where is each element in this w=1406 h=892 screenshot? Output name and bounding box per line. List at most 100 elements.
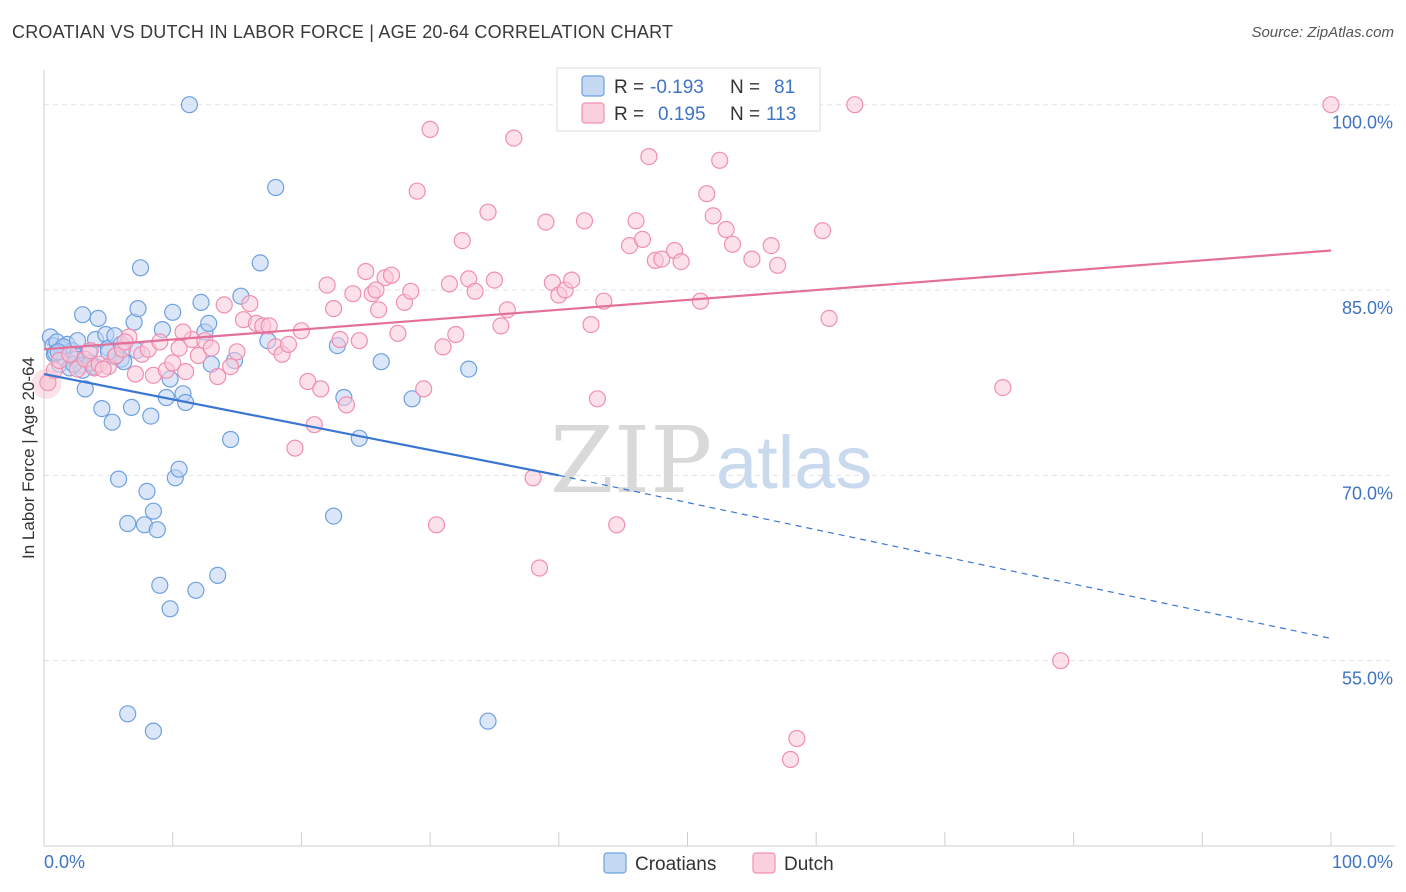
- croatians-point: [144, 722, 162, 740]
- dutch-point: [537, 213, 555, 231]
- croatians-point: [151, 576, 169, 594]
- dutch-point: [672, 253, 690, 271]
- dutch-point: [241, 295, 259, 313]
- dutch-point: [202, 339, 220, 357]
- dutch-point: [357, 262, 375, 281]
- x-ticks: [172, 832, 1332, 846]
- croatians-point: [142, 407, 160, 425]
- legend-r-value-croatians: -0.193: [650, 77, 704, 98]
- y-tick-label: 55.0%: [1342, 669, 1393, 689]
- y-tick-labels: 55.0% 70.0% 85.0% 100.0%: [1332, 113, 1393, 689]
- dutch-point: [344, 285, 362, 303]
- dutch-point: [402, 282, 420, 300]
- croatians-point: [76, 380, 94, 398]
- croatians-point: [93, 400, 111, 418]
- croatians-point: [164, 303, 182, 321]
- dutch-point: [653, 250, 671, 268]
- dutch-point: [723, 235, 742, 253]
- dutch-point: [260, 317, 278, 335]
- dutch-point: [170, 339, 188, 357]
- legend-n-label-croatians: N =: [730, 77, 760, 98]
- dutch-point: [299, 372, 317, 391]
- dutch-point: [608, 516, 626, 534]
- dutch-point: [222, 358, 240, 376]
- dutch-point: [389, 324, 407, 342]
- croatians-point: [192, 293, 210, 311]
- croatians-point: [138, 482, 156, 500]
- dutch-point: [627, 212, 645, 230]
- dutch-point: [466, 282, 484, 300]
- dutch-point: [820, 309, 838, 327]
- dutch-point: [691, 292, 710, 310]
- dutch-point: [337, 396, 355, 414]
- dutch-point: [743, 250, 761, 268]
- dutch-point: [530, 559, 549, 577]
- y-tick-label: 85.0%: [1342, 298, 1393, 318]
- trend-lines: [43, 249, 1332, 640]
- croatians-point: [161, 600, 179, 618]
- watermark: ZIP atlas: [550, 407, 872, 514]
- dutch-point: [698, 185, 716, 203]
- dutch-point: [704, 207, 722, 225]
- dutch-point: [633, 230, 652, 248]
- croatians-trend-extension: [558, 474, 1332, 640]
- legend-r-label-croatians: R =: [614, 77, 644, 98]
- dutch-point: [563, 271, 581, 289]
- dutch-point: [846, 96, 864, 114]
- dutch-point: [228, 343, 246, 361]
- legend-top: R = -0.193 N = 81 R = 0.195 N = 113: [556, 67, 821, 132]
- dutch-point: [447, 325, 465, 344]
- dutch-point: [479, 203, 497, 221]
- dutch-point: [215, 296, 233, 314]
- dutch-point: [813, 222, 832, 240]
- dutch-point: [492, 317, 510, 335]
- croatians-point: [200, 314, 218, 332]
- croatians-point: [148, 521, 166, 539]
- croatians-point: [325, 507, 343, 525]
- croatians-point: [222, 430, 240, 449]
- croatians-point: [119, 514, 137, 533]
- dutch-point: [421, 120, 439, 138]
- dutch-point: [762, 237, 780, 255]
- watermark-atlas: atlas: [716, 421, 872, 504]
- dutch-point: [505, 129, 523, 147]
- croatians-point: [129, 300, 147, 318]
- dutch-point: [318, 276, 336, 294]
- dutch-point: [1052, 652, 1070, 670]
- dutch-point: [325, 300, 343, 318]
- legend-n-label-dutch: N =: [730, 104, 760, 125]
- dutch-point: [367, 281, 385, 299]
- dutch-point: [174, 323, 192, 341]
- y-tick-label: 100.0%: [1332, 113, 1393, 133]
- x-tick-label-min: 0.0%: [44, 852, 85, 872]
- croatians-point: [403, 390, 421, 408]
- legend-r-label-dutch: R =: [614, 104, 644, 125]
- dutch-point: [781, 750, 800, 769]
- croatians-point: [89, 309, 107, 327]
- dutch-point: [279, 335, 298, 353]
- dutch-point: [370, 301, 388, 319]
- legend-swatch-croatians: [581, 75, 605, 97]
- croatians-point: [372, 353, 390, 371]
- watermark-zip: ZIP: [550, 407, 712, 514]
- dutch-point: [94, 360, 112, 378]
- croatians-point: [122, 398, 141, 416]
- croatians-point: [180, 96, 198, 114]
- dutch-point: [485, 271, 503, 289]
- dutch-point: [1322, 96, 1340, 114]
- croatians-point: [73, 306, 92, 324]
- legend-swatch-dutch: [581, 102, 605, 124]
- dutch-point: [177, 363, 195, 381]
- legend-bottom-dutch: Dutch: [784, 854, 834, 875]
- croatians-point: [103, 413, 121, 431]
- croatians-point: [251, 254, 269, 272]
- legend-n-value-croatians: 81: [774, 77, 795, 98]
- gridlines: [44, 104, 1395, 662]
- dutch-point: [209, 367, 227, 386]
- legend-bottom-swatch-dutch: [752, 852, 776, 874]
- dutch-point: [415, 380, 433, 398]
- dutch-point: [717, 220, 735, 239]
- dutch-point: [434, 338, 452, 356]
- dutch-point: [126, 365, 144, 383]
- croatians-point: [119, 705, 137, 723]
